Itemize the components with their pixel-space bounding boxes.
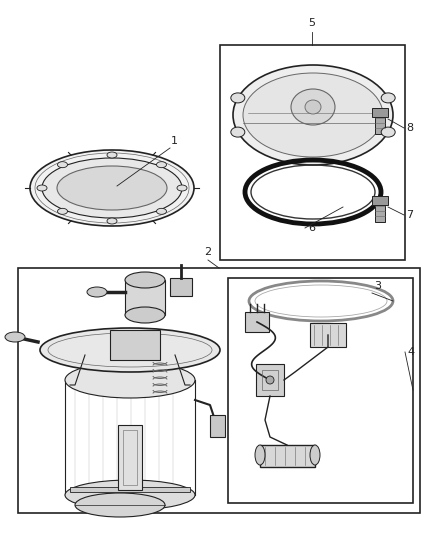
Text: 3: 3 [374,281,381,291]
Bar [372,196,388,205]
Ellipse shape [42,158,182,218]
Ellipse shape [156,161,166,168]
Bar [245,312,269,332]
Ellipse shape [243,73,383,157]
Ellipse shape [57,166,167,210]
Ellipse shape [266,376,274,384]
Bar [110,330,160,360]
Ellipse shape [231,127,245,137]
Ellipse shape [305,100,321,114]
Text: 8: 8 [406,123,413,133]
Ellipse shape [125,272,165,288]
Ellipse shape [107,152,117,158]
Text: 2: 2 [205,247,212,257]
Bar [375,204,385,222]
Ellipse shape [381,93,395,103]
Bar [260,445,315,467]
Text: 5: 5 [308,18,315,28]
Ellipse shape [381,127,395,137]
Ellipse shape [65,480,195,510]
Bar [310,323,346,347]
Ellipse shape [65,362,195,398]
Bar [18,268,420,513]
Ellipse shape [57,161,67,168]
Text: 6: 6 [308,223,315,233]
Bar [375,116,385,134]
Ellipse shape [156,208,166,214]
Text: 1: 1 [170,136,177,146]
Ellipse shape [87,287,107,297]
Bar [220,45,405,260]
Ellipse shape [177,185,187,191]
Ellipse shape [37,185,47,191]
Ellipse shape [5,332,25,342]
Text: 7: 7 [406,210,413,220]
Ellipse shape [57,208,67,214]
Ellipse shape [231,93,245,103]
Ellipse shape [291,89,335,125]
Bar [123,430,137,485]
Ellipse shape [30,150,194,226]
Bar [170,278,192,296]
Bar [70,487,190,492]
Ellipse shape [40,328,220,372]
Bar [262,370,278,390]
Bar [118,425,142,490]
Bar [372,108,388,117]
Ellipse shape [125,307,165,323]
Bar [256,364,284,396]
Ellipse shape [233,65,393,165]
Bar [210,415,225,437]
Ellipse shape [310,445,320,465]
Ellipse shape [255,445,265,465]
Ellipse shape [75,493,165,517]
Text: 4: 4 [407,347,414,357]
Bar [125,280,165,315]
Bar [228,278,413,503]
Ellipse shape [107,218,117,224]
